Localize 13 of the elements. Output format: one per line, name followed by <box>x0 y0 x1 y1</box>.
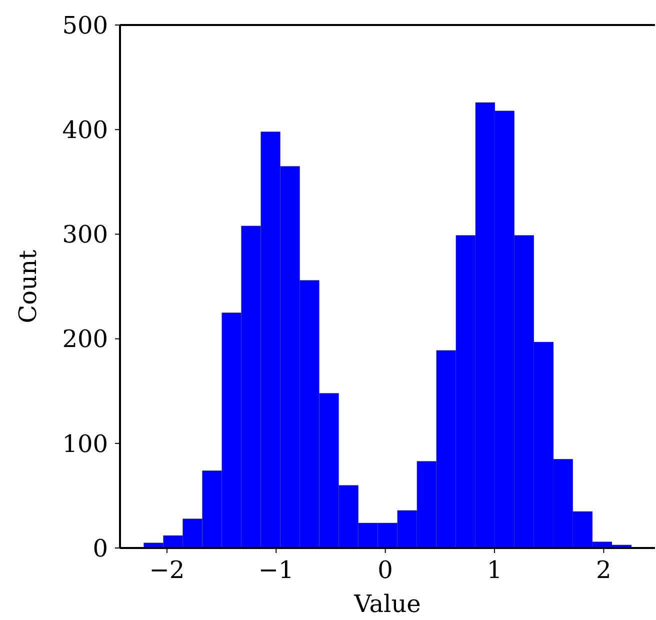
y-tick-label: 0 <box>92 534 108 562</box>
x-tick-label: 0 <box>378 556 393 584</box>
x-tick-label: 2 <box>596 556 612 584</box>
y-axis-title: Count <box>14 249 42 324</box>
y-tick-label: 500 <box>62 11 108 40</box>
x-tick-label: −1 <box>258 556 294 584</box>
x-tick-label: −2 <box>149 556 185 584</box>
x-tick-label: 1 <box>486 556 502 584</box>
y-tick-label: 200 <box>62 325 108 354</box>
y-tick-label: 400 <box>62 116 108 144</box>
x-axis-title: Value <box>353 590 421 618</box>
y-tick-label: 100 <box>62 430 108 458</box>
y-tick-label: 300 <box>62 220 108 249</box>
